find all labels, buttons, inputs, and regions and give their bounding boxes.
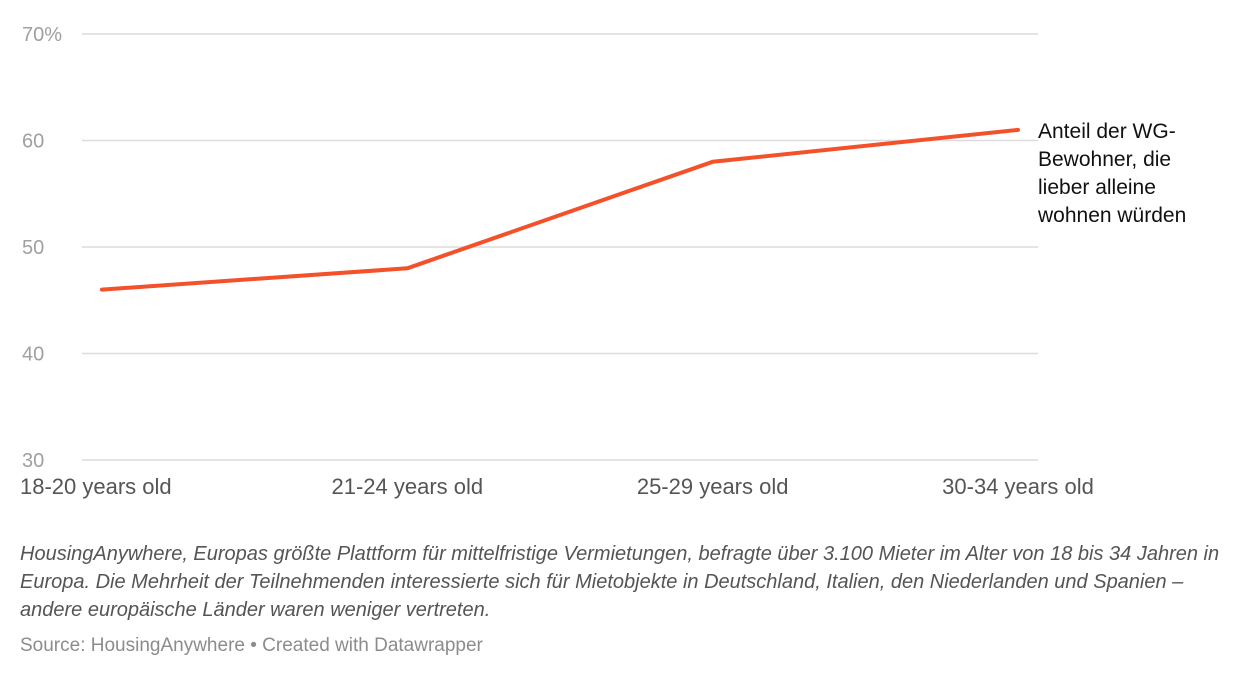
y-tick-label: 40: [22, 344, 44, 366]
x-tick-label: 21-24 years old: [332, 474, 484, 499]
y-tick-label: 50: [22, 237, 44, 259]
y-axis-ticks: 30 40 50 60 70%: [22, 24, 62, 472]
series-label: Anteil der WG-Bewohner, die lieber allein…: [1037, 120, 1186, 227]
x-axis-ticks: 18-20 years old 21-24 years old 25-29 year…: [20, 474, 1094, 499]
series-line: [100, 127, 1020, 292]
series-labels: Anteil der WG-Bewohner, die lieber allein…: [1037, 120, 1186, 227]
chart-notes: HousingAnywhere, Europas größte Plattfor…: [20, 543, 1220, 621]
y-tick-label: 60: [22, 131, 44, 153]
chart-source: Source: HousingAnywhere • Created with D…: [20, 635, 483, 656]
x-tick-label: 25-29 years old: [637, 474, 789, 499]
x-tick-label: 30-34 years old: [942, 474, 1094, 499]
x-tick-label: 18-20 years old: [20, 474, 172, 499]
y-tick-label: 70%: [22, 24, 62, 46]
y-tick-label: 30: [22, 450, 44, 472]
line-chart: 30 40 50 60 70% 18-20 years old 21-24 years o…: [20, 24, 1186, 499]
series-group: [100, 127, 1020, 292]
gridlines: [82, 33, 1038, 461]
